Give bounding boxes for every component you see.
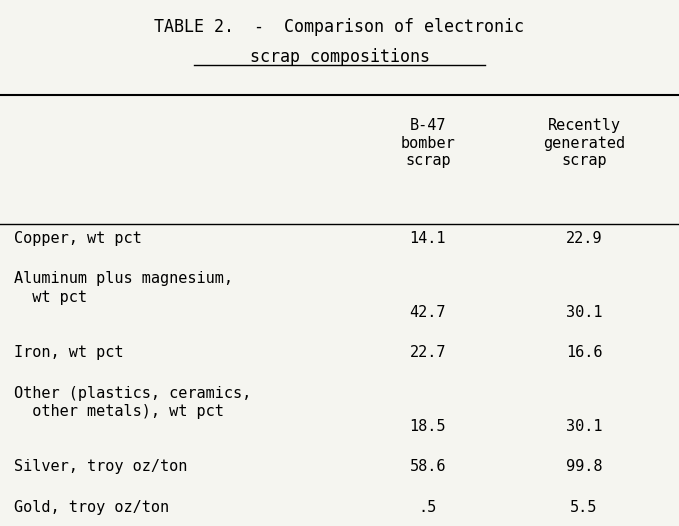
Text: Silver, troy oz/ton: Silver, troy oz/ton	[14, 459, 187, 474]
Text: 14.1: 14.1	[409, 231, 446, 246]
Text: Recently
generated
scrap: Recently generated scrap	[543, 118, 625, 168]
Text: 22.9: 22.9	[566, 231, 602, 246]
Text: Aluminum plus magnesium,
  wt pct: Aluminum plus magnesium, wt pct	[14, 271, 233, 305]
Text: 5.5: 5.5	[570, 500, 598, 515]
Text: scrap compositions: scrap compositions	[249, 48, 430, 66]
Text: Copper, wt pct: Copper, wt pct	[14, 231, 141, 246]
Text: B-47
bomber
scrap: B-47 bomber scrap	[401, 118, 455, 168]
Text: 30.1: 30.1	[566, 419, 602, 434]
Text: 16.6: 16.6	[566, 345, 602, 360]
Text: 22.7: 22.7	[409, 345, 446, 360]
Text: Iron, wt pct: Iron, wt pct	[14, 345, 123, 360]
Text: .5: .5	[419, 500, 437, 515]
Text: 58.6: 58.6	[409, 459, 446, 474]
Text: Other (plastics, ceramics,
  other metals), wt pct: Other (plastics, ceramics, other metals)…	[14, 386, 251, 419]
Text: 99.8: 99.8	[566, 459, 602, 474]
Text: 18.5: 18.5	[409, 419, 446, 434]
Text: 30.1: 30.1	[566, 305, 602, 320]
Text: 42.7: 42.7	[409, 305, 446, 320]
Text: Gold, troy oz/ton: Gold, troy oz/ton	[14, 500, 168, 515]
Text: TABLE 2.  -  Comparison of electronic: TABLE 2. - Comparison of electronic	[155, 18, 524, 36]
